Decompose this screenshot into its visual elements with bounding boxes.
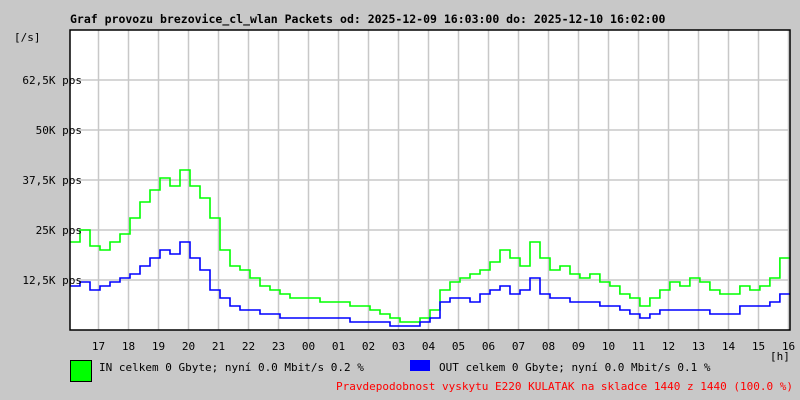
x-tick-label: 15 (752, 340, 765, 353)
y-tick-label: 62,5K pps (22, 74, 82, 87)
x-tick-label: 12 (662, 340, 675, 353)
chart-title: Graf provozu brezovice_cl_wlan Packets o… (70, 12, 666, 26)
x-tick-label: 08 (542, 340, 555, 353)
series-line-in (70, 169, 790, 323)
x-tick-label: 22 (242, 340, 255, 353)
legend-in-text: IN celkem 0 Gbyte; nyní 0.0 Mbit/s 0.2 % (99, 361, 364, 374)
x-tick-label: 06 (482, 340, 495, 353)
x-tick-label: 10 (602, 340, 615, 353)
y-tick-label: 37,5K pps (22, 174, 82, 187)
x-tick-label: 20 (182, 340, 195, 353)
x-tick-label: 02 (362, 340, 375, 353)
y-tick-label: 12,5K pps (22, 274, 82, 287)
legend-out-text: OUT celkem 0 Gbyte; nyní 0.0 Mbit/s 0.1 … (439, 361, 711, 374)
x-tick-label: 13 (692, 340, 705, 353)
x-tick-label: 00 (302, 340, 315, 353)
x-tick-label: 19 (152, 340, 165, 353)
x-tick-label: 18 (122, 340, 135, 353)
footer-note: Pravdepodobnost vyskytu E220 KULATAK na … (336, 380, 793, 393)
x-tick-label: 11 (632, 340, 645, 353)
x-tick-label: 21 (212, 340, 225, 353)
x-tick-label: 05 (452, 340, 465, 353)
x-tick-label: 23 (272, 340, 285, 353)
x-tick-label: 17 (92, 340, 105, 353)
x-tick-label: 03 (392, 340, 405, 353)
x-tick-label: 01 (332, 340, 345, 353)
x-tick-label: 14 (722, 340, 736, 353)
y-tick-label: 25K pps (36, 224, 82, 237)
x-tick-label: 07 (512, 340, 525, 353)
x-tick-label: 16 (782, 340, 795, 353)
legend-in-swatch (70, 360, 92, 382)
legend-out-swatch (410, 360, 430, 371)
x-tick-label: 04 (422, 340, 436, 353)
x-tick-label: 09 (572, 340, 585, 353)
plot-border (69, 29, 791, 331)
y-tick-label: 50K pps (36, 124, 82, 137)
series-line-out (70, 241, 790, 327)
x-axis-unit: [h] (770, 350, 790, 363)
y-axis-unit: [/s] (14, 31, 41, 44)
